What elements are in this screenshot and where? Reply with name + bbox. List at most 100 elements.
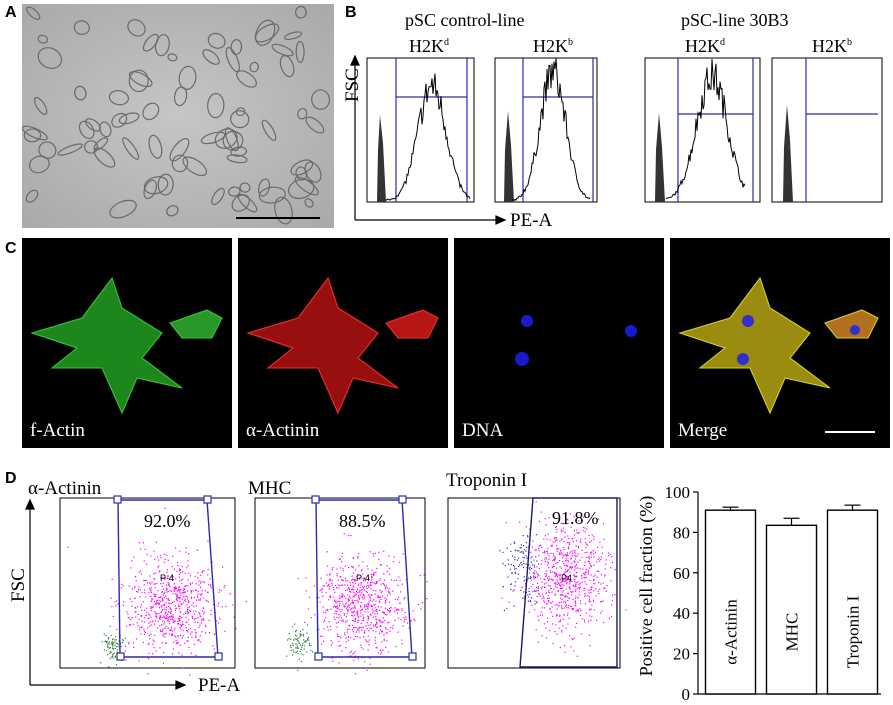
hist-title-2: H2Kb (533, 36, 573, 56)
cell-outline (237, 193, 258, 213)
cell-outline (57, 143, 83, 156)
bar-chart-bars: α-Actinin MHC Troponin I (704, 504, 879, 695)
dotplot-panel (25, 495, 627, 690)
sample-histograms (385, 58, 746, 202)
cell-outline (74, 85, 87, 101)
label-alpha-actinin: α-Actinin (246, 420, 320, 441)
dotplot-y-label: FSC (8, 568, 29, 602)
category-label: α-Actinin (722, 599, 741, 665)
cell-outline (127, 19, 146, 37)
cell-outline (228, 186, 241, 197)
dotplot-percent-2: 88.5% (339, 511, 386, 532)
cell-outline (37, 47, 63, 69)
cell-outline (26, 6, 41, 20)
panel-label-d: D (5, 470, 17, 487)
cell-outline (297, 107, 308, 120)
panel-label-b: B (345, 4, 357, 21)
f-actin-cells (30, 276, 223, 415)
micrograph-alpha-actinin: α-Actinin (238, 238, 448, 448)
cell-outline (249, 61, 259, 73)
panel-label-c: C (5, 240, 17, 257)
cell-outline (84, 140, 99, 154)
cell-outline (118, 112, 140, 125)
cell-outline (294, 5, 307, 19)
cell-outline (38, 141, 57, 159)
gate-label-3: P4 (561, 573, 573, 583)
cell-outline (207, 32, 226, 49)
micrograph-dna: DNA (454, 238, 664, 448)
category-label: MHC (783, 613, 802, 652)
cell-outline (37, 34, 49, 44)
group-title-30b3: pSC-line 30B3 (681, 10, 789, 30)
alpha-actinin-cells (246, 276, 439, 415)
micrograph-merge: Merge (670, 238, 890, 448)
hist-frame-3 (644, 57, 761, 203)
cell-outline (148, 134, 163, 159)
micrograph-f-actin: f-Actin (22, 238, 232, 448)
merge-cells (678, 276, 879, 433)
cell-outline (173, 86, 188, 107)
cell-outline (128, 69, 149, 93)
cell-outline (226, 154, 248, 164)
cell-outline (167, 53, 178, 62)
cell-outline (304, 161, 322, 183)
cell-outline (143, 176, 169, 195)
dotplot-x-label: PE-A (198, 675, 241, 696)
cell-outline (305, 116, 325, 134)
cell-outline (239, 182, 251, 193)
cell-outline (261, 119, 277, 142)
cell-outline (294, 176, 319, 196)
hist-title-1: H2Kd (409, 36, 449, 56)
cell-outline (34, 96, 48, 115)
y-tick-label: 40 (673, 604, 690, 623)
hist-x-label: PE-A (510, 210, 553, 231)
cell-outline (93, 137, 109, 151)
bar (765, 524, 818, 695)
cell-outline (304, 198, 314, 208)
hist-y-label: FSC (342, 68, 363, 102)
y-tick-label: 100 (665, 483, 691, 502)
cell-outline (230, 146, 248, 157)
cell-outline (279, 55, 295, 78)
y-tick-label: 0 (682, 685, 691, 704)
label-merge: Merge (678, 420, 728, 441)
cell-outline (235, 107, 246, 117)
bar (704, 509, 757, 695)
gate-label-1: P-4 (160, 573, 175, 583)
cell-outline (111, 112, 128, 128)
cell-outline (236, 70, 257, 88)
cell-outline (224, 127, 239, 152)
cell-outline (222, 130, 244, 151)
cell-outline (258, 178, 271, 197)
cell-outline (283, 31, 303, 41)
dna-nuclei (515, 315, 637, 366)
y-tick-label: 60 (673, 564, 690, 583)
cell-outline (154, 34, 170, 57)
cell-outline (311, 89, 331, 110)
cell-outline (122, 137, 140, 160)
hist-axes (350, 55, 507, 225)
cell-outline (85, 118, 101, 132)
cell-outline (22, 125, 48, 141)
hist-title-4: H2Kb (812, 36, 852, 56)
cell-outline (93, 147, 116, 168)
cell-outline (230, 39, 243, 56)
cell-outline (200, 131, 226, 145)
y-tick-label: 20 (673, 645, 690, 664)
cell-outline (171, 154, 189, 173)
dotplot-frame-1 (59, 497, 236, 669)
cell-outline (109, 199, 137, 219)
dotplot-axes (25, 498, 187, 690)
dotplot-title-2: MHC (248, 478, 292, 499)
cell-outline (258, 186, 286, 204)
cell-outline (143, 179, 158, 200)
cell-outline (274, 196, 293, 225)
cell-outline (28, 155, 50, 174)
cell-outline (178, 65, 197, 90)
dotplot-percent-3: 91.8% (552, 508, 599, 528)
cell-outline (73, 20, 90, 35)
label-f-actin: f-Actin (30, 420, 85, 441)
cell-outline (142, 102, 160, 121)
cell-outline (128, 71, 153, 88)
cell-outline (230, 110, 250, 129)
